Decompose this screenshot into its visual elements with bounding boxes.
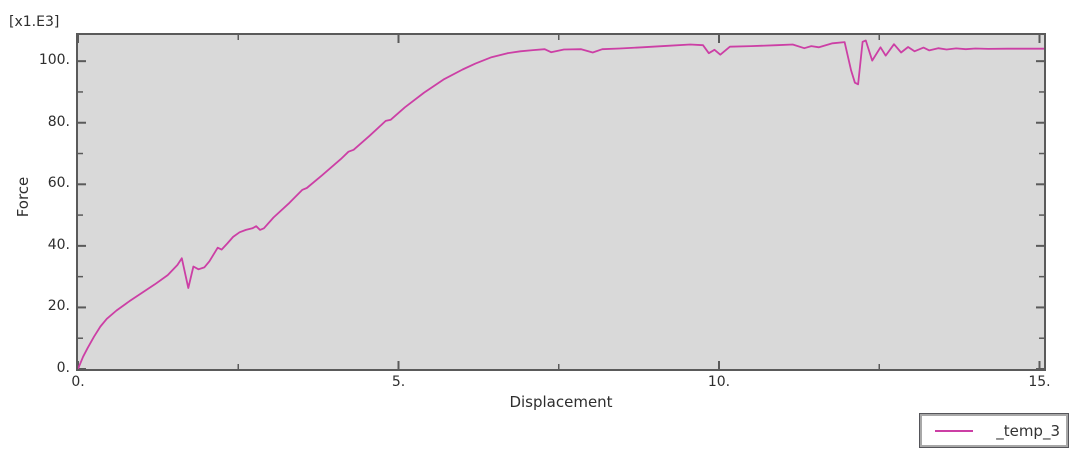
y-tick-label: 0. — [56, 360, 70, 376]
x-tick-label: 10. — [707, 374, 731, 390]
legend-label: _temp_3 — [996, 421, 1060, 440]
x-tick-label: 15. — [1028, 374, 1051, 390]
y-tick-label: 20. — [47, 298, 70, 315]
plot-area — [76, 33, 1046, 371]
plot-canvas — [78, 35, 1044, 369]
y-tick-label: 60. — [47, 175, 70, 192]
legend-box: _temp_3 — [919, 413, 1069, 448]
axis-ticks — [78, 35, 1044, 369]
y-axis-scale-label: [x1.E3] — [9, 14, 60, 30]
x-axis-title: Displacement — [509, 393, 613, 411]
y-tick-label: 40. — [47, 236, 70, 253]
x-tick-label: 0. — [71, 374, 85, 390]
y-tick-label: 100. — [38, 52, 70, 69]
x-tick-label: 5. — [391, 374, 406, 390]
force-displacement-curve — [78, 39, 1044, 369]
y-tick-label: 80. — [47, 113, 70, 130]
legend-inner-frame: _temp_3 — [920, 414, 1068, 447]
legend-line-swatch — [935, 429, 973, 432]
